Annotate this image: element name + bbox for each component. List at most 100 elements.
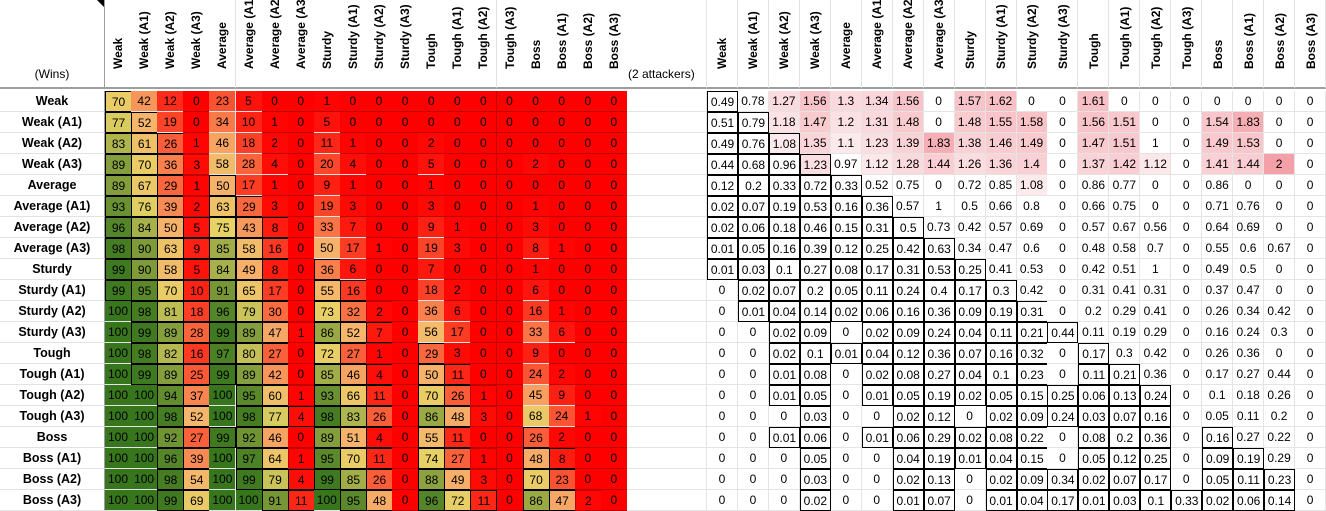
ratio-cell[interactable]: 0.12 [923,406,955,427]
ratio-cell[interactable]: 0.12 [1109,448,1141,469]
wins-cell[interactable]: 4 [287,406,315,427]
wins-cell[interactable]: 1 [366,343,393,364]
ratio-cell[interactable]: 0.27 [1233,427,1265,448]
ratio-cell[interactable]: 1.42 [1109,154,1141,175]
wins-cell[interactable]: 0 [548,175,576,196]
ratio-cell[interactable]: 0.03 [737,259,769,280]
col-header-ratio-weak-a3[interactable]: Weak (A3) [799,0,831,89]
wins-cell[interactable]: 83 [339,406,367,427]
ratio-cell[interactable]: 0.02 [954,427,986,448]
ratio-cell[interactable]: 0 [1171,385,1203,406]
ratio-cell[interactable]: 0.56 [1140,217,1172,238]
ratio-cell[interactable]: 0 [830,322,862,343]
row-header-boss-a1[interactable]: Boss (A1) [0,448,105,469]
wins-cell[interactable]: 55 [418,427,446,448]
ratio-cell[interactable]: 0.75 [1109,196,1141,217]
wins-cell[interactable]: 8 [261,259,289,280]
wins-cell[interactable]: 0 [287,301,315,322]
ratio-cell[interactable]: 1.61 [1078,91,1110,112]
ratio-cell[interactable]: 0 [1171,280,1203,301]
ratio-cell[interactable]: 0.12 [830,238,862,259]
col-header-wins-boss-a2[interactable]: Boss (A2) [574,0,602,89]
ratio-cell[interactable]: 0.05 [799,385,831,406]
wins-cell[interactable]: 0 [366,196,393,217]
wins-cell[interactable]: 99 [209,427,237,448]
wins-cell[interactable]: 36 [313,259,341,280]
wins-cell[interactable]: 5 [418,154,446,175]
ratio-cell[interactable]: 1.23 [861,133,893,154]
ratio-cell[interactable]: 0.01 [707,259,738,280]
ratio-cell[interactable]: 0.11 [1233,469,1265,490]
ratio-cell[interactable]: 0 [1295,301,1326,322]
wins-cell[interactable]: 1 [183,133,211,154]
wins-cell[interactable]: 0 [522,91,550,112]
ratio-cell[interactable]: 0.05 [830,280,862,301]
ratio-cell[interactable]: 0.17 [1078,343,1110,364]
wins-cell[interactable]: 0 [496,343,524,364]
wins-cell[interactable]: 4 [339,154,367,175]
ratio-cell[interactable]: 0.02 [985,469,1017,490]
wins-cell[interactable]: 0 [600,175,628,196]
ratio-cell[interactable]: 1.46 [985,133,1017,154]
ratio-cell[interactable]: 0.5 [892,217,924,238]
ratio-cell[interactable]: 0.67 [1264,238,1296,259]
wins-cell[interactable]: 10 [183,280,211,301]
wins-cell[interactable]: 0 [366,91,393,112]
wins-cell[interactable]: 99 [313,469,341,490]
wins-cell[interactable]: 98 [157,469,185,490]
ratio-cell[interactable]: 0 [1295,322,1326,343]
ratio-cell[interactable]: 0.05 [1202,469,1234,490]
row-header-tough[interactable]: Tough [0,343,105,364]
ratio-cell[interactable]: 0.02 [954,385,986,406]
wins-cell[interactable]: 50 [209,175,237,196]
wins-cell[interactable]: 0 [496,322,524,343]
ratio-cell[interactable]: 0 [737,406,769,427]
ratio-cell[interactable]: 0.02 [892,406,924,427]
wins-cell[interactable]: 94 [157,385,185,406]
wins-cell[interactable]: 2 [548,364,576,385]
wins-cell[interactable]: 56 [418,322,446,343]
ratio-cell[interactable]: 0.24 [1233,322,1265,343]
ratio-cell[interactable]: 0.26 [1202,301,1234,322]
ratio-cell[interactable]: 0.15 [1016,385,1048,406]
ratio-cell[interactable]: 0.49 [707,133,738,154]
ratio-cell[interactable]: 0 [1295,364,1326,385]
wins-cell[interactable]: 49 [444,469,472,490]
ratio-cell[interactable]: 0.29 [923,427,955,448]
ratio-cell[interactable]: 0.3 [985,280,1017,301]
wins-cell[interactable]: 0 [574,448,602,469]
ratio-cell[interactable]: 0.51 [707,112,738,133]
ratio-cell[interactable]: 0.17 [1140,469,1172,490]
wins-cell[interactable]: 1 [287,385,315,406]
wins-cell[interactable]: 0 [574,133,602,154]
wins-cell[interactable]: 11 [444,427,472,448]
wins-cell[interactable]: 0 [287,196,315,217]
ratio-cell[interactable]: 0.36 [1233,343,1265,364]
wins-cell[interactable]: 100 [105,301,132,322]
ratio-cell[interactable]: 1 [923,196,955,217]
ratio-cell[interactable]: 0.02 [985,406,1017,427]
ratio-cell[interactable]: 0.34 [954,238,986,259]
ratio-cell[interactable]: 0.33 [768,175,800,196]
ratio-cell[interactable]: 0 [1047,175,1079,196]
wins-cell[interactable]: 92 [235,427,263,448]
ratio-cell[interactable]: 0 [1171,343,1203,364]
wins-cell[interactable]: 64 [261,448,289,469]
wins-cell[interactable]: 61 [131,133,159,154]
ratio-cell[interactable]: 0.03 [799,406,831,427]
wins-cell[interactable]: 5 [235,91,263,112]
wins-cell[interactable]: 99 [235,469,263,490]
ratio-cell[interactable]: 0.25 [1140,448,1172,469]
ratio-cell[interactable]: 0.2 [737,175,769,196]
wins-cell[interactable]: 0 [392,301,420,322]
wins-cell[interactable]: 30 [261,301,289,322]
wins-cell[interactable]: 11 [366,448,393,469]
ratio-cell[interactable]: 0.75 [892,175,924,196]
ratio-cell[interactable]: 0.07 [1109,469,1141,490]
wins-cell[interactable]: 50 [313,238,341,259]
wins-cell[interactable]: 85 [339,469,367,490]
wins-cell[interactable]: 0 [496,112,524,133]
ratio-cell[interactable]: 0.22 [1264,427,1296,448]
ratio-cell[interactable]: 0.76 [1233,196,1265,217]
ratio-cell[interactable]: 0 [1171,196,1203,217]
